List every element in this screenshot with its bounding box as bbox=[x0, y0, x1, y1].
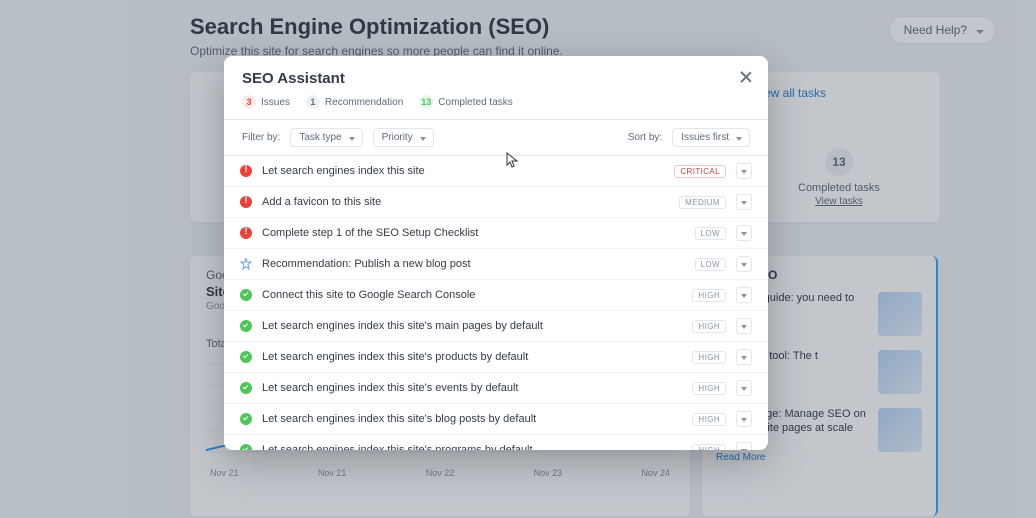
check-icon bbox=[240, 289, 252, 301]
check-icon bbox=[240, 444, 252, 450]
task-label: Let search engines index this site's mai… bbox=[262, 320, 682, 332]
task-row[interactable]: Let search engines index this site's blo… bbox=[224, 404, 768, 435]
priority-badge: HIGH bbox=[692, 289, 726, 302]
task-type-select[interactable]: Task type bbox=[290, 128, 362, 147]
task-label: Add a favicon to this site bbox=[262, 196, 669, 208]
priority-badge: HIGH bbox=[692, 351, 726, 364]
priority-badge: MEDIUM bbox=[679, 196, 726, 209]
expand-button[interactable] bbox=[736, 442, 752, 450]
task-label: Complete step 1 of the SEO Setup Checkli… bbox=[262, 227, 685, 239]
task-label: Let search engines index this site's pro… bbox=[262, 444, 682, 450]
expand-button[interactable] bbox=[736, 194, 752, 210]
error-icon bbox=[240, 196, 252, 208]
tab-completed[interactable]: 13 Completed tasks bbox=[419, 95, 512, 109]
check-icon bbox=[240, 320, 252, 332]
sort-by-label: Sort by: bbox=[628, 132, 662, 143]
expand-button[interactable] bbox=[736, 225, 752, 241]
expand-button[interactable] bbox=[736, 163, 752, 179]
task-label: Let search engines index this site bbox=[262, 165, 664, 177]
issues-count: 3 bbox=[242, 95, 256, 109]
priority-badge: HIGH bbox=[692, 444, 726, 451]
expand-button[interactable] bbox=[736, 318, 752, 334]
rec-label: Recommendation bbox=[325, 97, 403, 108]
issues-label: Issues bbox=[261, 97, 290, 108]
rec-count: 1 bbox=[306, 95, 320, 109]
task-label: Let search engines index this site's blo… bbox=[262, 413, 682, 425]
task-label: Connect this site to Google Search Conso… bbox=[262, 289, 682, 301]
task-list[interactable]: Let search engines index this site CRITIC… bbox=[224, 156, 768, 450]
task-row[interactable]: Let search engines index this site CRITIC… bbox=[224, 156, 768, 187]
task-row[interactable]: Connect this site to Google Search Conso… bbox=[224, 280, 768, 311]
expand-button[interactable] bbox=[736, 287, 752, 303]
expand-button[interactable] bbox=[736, 411, 752, 427]
task-row[interactable]: Let search engines index this site's pro… bbox=[224, 342, 768, 373]
tab-issues[interactable]: 3 Issues bbox=[242, 95, 290, 109]
sort-select[interactable]: Issues first bbox=[672, 128, 750, 147]
priority-select[interactable]: Priority bbox=[373, 128, 434, 147]
check-icon bbox=[240, 413, 252, 425]
close-icon[interactable] bbox=[736, 68, 756, 88]
filter-by-label: Filter by: bbox=[242, 132, 280, 143]
task-row[interactable]: Let search engines index this site's pro… bbox=[224, 435, 768, 450]
check-icon bbox=[240, 382, 252, 394]
seo-assistant-modal: SEO Assistant 3 Issues 1 Recommendation … bbox=[224, 56, 768, 450]
expand-button[interactable] bbox=[736, 380, 752, 396]
done-label: Completed tasks bbox=[438, 97, 512, 108]
done-count: 13 bbox=[419, 95, 433, 109]
task-row[interactable]: Let search engines index this site's eve… bbox=[224, 373, 768, 404]
priority-badge: HIGH bbox=[692, 413, 726, 426]
priority-badge: HIGH bbox=[692, 382, 726, 395]
priority-badge: LOW bbox=[695, 258, 726, 271]
task-row[interactable]: Add a favicon to this site MEDIUM bbox=[224, 187, 768, 218]
task-label: Let search engines index this site's eve… bbox=[262, 382, 682, 394]
check-icon bbox=[240, 351, 252, 363]
expand-button[interactable] bbox=[736, 349, 752, 365]
task-row[interactable]: Let search engines index this site's mai… bbox=[224, 311, 768, 342]
expand-button[interactable] bbox=[736, 256, 752, 272]
tip-icon bbox=[240, 258, 252, 270]
priority-badge: HIGH bbox=[692, 320, 726, 333]
error-icon bbox=[240, 227, 252, 239]
tab-recommendation[interactable]: 1 Recommendation bbox=[306, 95, 403, 109]
priority-badge: LOW bbox=[695, 227, 726, 240]
error-icon bbox=[240, 165, 252, 177]
priority-badge: CRITICAL bbox=[674, 165, 726, 178]
task-row[interactable]: Complete step 1 of the SEO Setup Checkli… bbox=[224, 218, 768, 249]
modal-title: SEO Assistant bbox=[242, 70, 750, 87]
task-label: Recommendation: Publish a new blog post bbox=[262, 258, 685, 270]
task-row[interactable]: Recommendation: Publish a new blog post L… bbox=[224, 249, 768, 280]
task-label: Let search engines index this site's pro… bbox=[262, 351, 682, 363]
